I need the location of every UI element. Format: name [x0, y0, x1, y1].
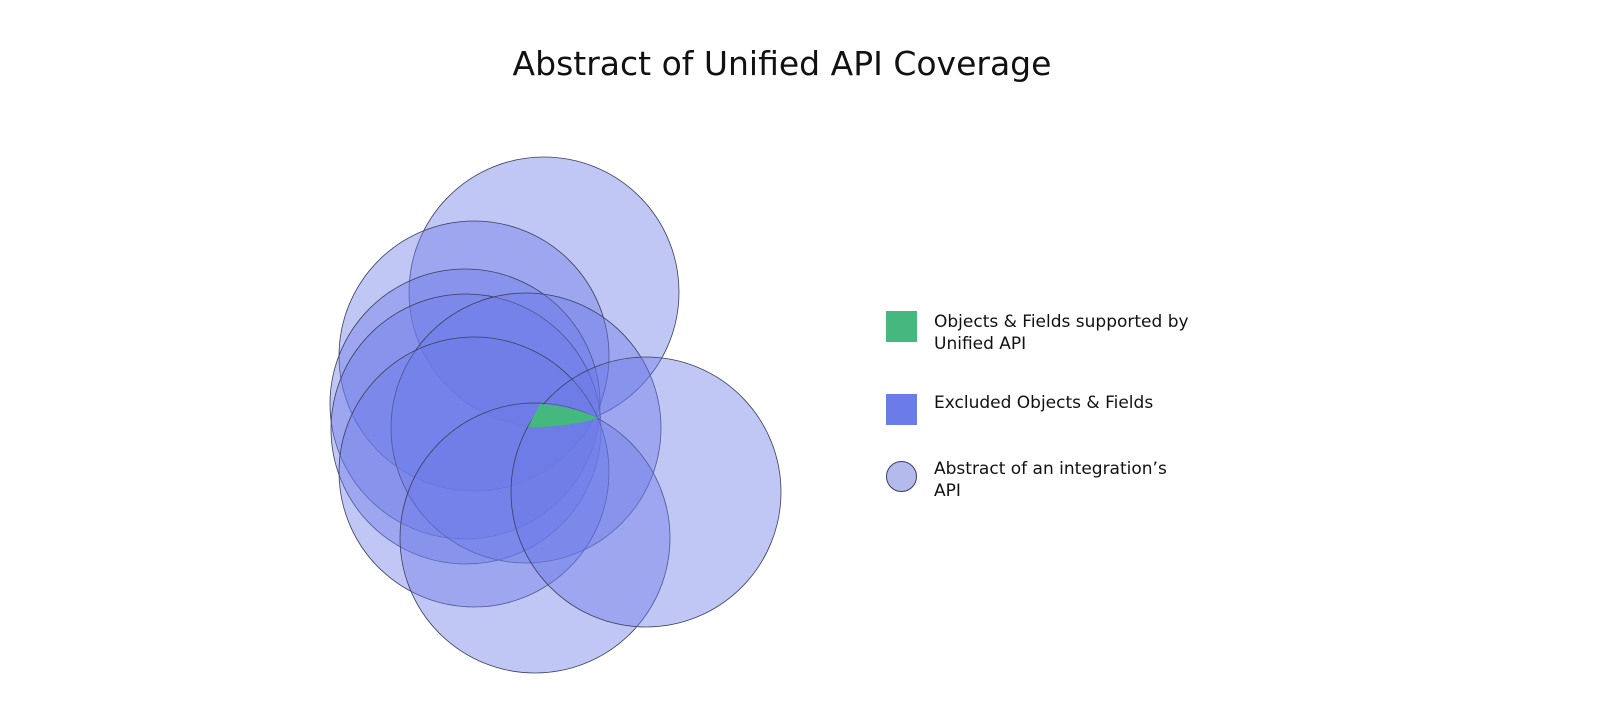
- legend-item-supported: Objects & Fields supported by Unified AP…: [886, 311, 1204, 355]
- legend-item-excluded: Excluded Objects & Fields: [886, 393, 1204, 425]
- diagram-title: Abstract of Unified API Coverage: [512, 44, 1052, 83]
- integration-api-circle: [510, 356, 782, 628]
- legend-item-integration: Abstract of an integration’s API: [886, 459, 1194, 502]
- supported-region: [528, 404, 598, 428]
- legend-label: Objects & Fields supported by Unified AP…: [934, 312, 1189, 354]
- integration-api-circle: [399, 402, 671, 674]
- excluded-swatch: [886, 394, 917, 425]
- integration-api-circle: [390, 292, 662, 564]
- integration-api-circle: [329, 268, 601, 540]
- legend-label: Excluded Objects & Fields: [934, 393, 1154, 413]
- integration-circle-swatch: [886, 461, 917, 492]
- legend-label: Abstract of an integration’s API: [934, 459, 1167, 501]
- integration-api-circle: [408, 156, 680, 428]
- integration-api-circle: [330, 293, 602, 565]
- supported-swatch: [886, 311, 917, 342]
